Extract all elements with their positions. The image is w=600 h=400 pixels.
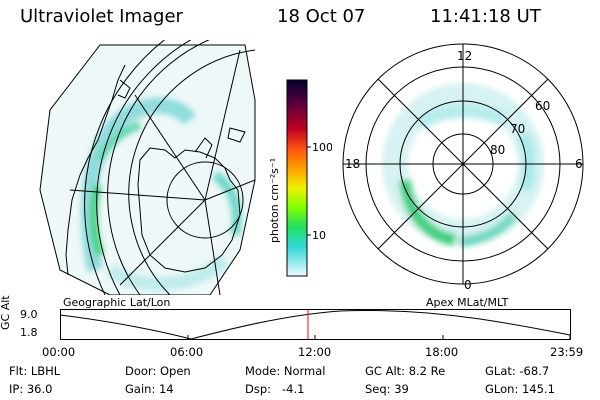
info-value: LBHL <box>30 364 61 378</box>
mlat-label-70: 70 <box>510 122 525 136</box>
info-label: Dsp: <box>245 382 272 396</box>
coastlines <box>65 64 246 276</box>
info-gain: Gain: 14 <box>125 382 174 396</box>
info-label: IP: <box>9 382 24 396</box>
info-value: Open <box>159 364 191 378</box>
time-tick-2359: 23:59 <box>550 345 584 359</box>
colorbar-tick-100: 100 <box>312 141 332 154</box>
info-label: GC Alt: <box>365 364 406 378</box>
info-label: Gain: <box>125 382 156 396</box>
info-label: Seq: <box>365 382 391 396</box>
altitude-axis-label: GC Alt <box>0 295 12 330</box>
mlat-label-60: 60 <box>535 99 550 113</box>
info-gc-alt: GC Alt: 8.2 Re <box>365 364 445 378</box>
polar-grid <box>342 43 584 285</box>
mlt-label-0: 0 <box>464 278 472 292</box>
date-label: 18 Oct 07 <box>277 6 366 27</box>
altitude-tick-min: 1.8 <box>20 326 38 339</box>
info-value: -4.1 <box>282 382 305 396</box>
mlat-label-80: 80 <box>490 143 505 157</box>
time-tick-0600: 06:00 <box>170 345 204 359</box>
info-value: 36.0 <box>26 382 53 396</box>
info-seq: Seq: 39 <box>365 382 409 396</box>
time-tick-1800: 18:00 <box>425 345 459 359</box>
mlt-label-12: 12 <box>457 49 472 63</box>
info-value: 39 <box>394 382 409 396</box>
colorbar-unit-label: photon cm⁻²s⁻¹ <box>268 158 281 243</box>
instrument-title: Ultraviolet Imager <box>20 6 183 27</box>
info-glon: GLon: 145.1 <box>485 382 555 396</box>
geo-grid <box>69 40 256 295</box>
altitude-timeline-plot <box>60 309 571 340</box>
geo-panel-caption: Geographic Lat/Lon <box>63 296 171 309</box>
info-ip: IP: 36.0 <box>9 382 52 396</box>
apex-polar-panel: 12 0 18 6 60 70 80 <box>342 43 584 292</box>
info-dsp: Dsp: -4.1 <box>245 382 304 396</box>
apex-panel-caption: Apex MLat/MLT <box>426 296 509 309</box>
info-label: Door: <box>125 364 157 378</box>
info-value: 145.1 <box>521 382 555 396</box>
info-value: Normal <box>283 364 326 378</box>
info-value: -68.7 <box>519 364 550 378</box>
info-value: 14 <box>158 382 174 396</box>
mlt-label-18: 18 <box>345 157 360 171</box>
mlt-label-6: 6 <box>575 157 583 171</box>
info-filter: Flt: LBHL <box>9 364 60 378</box>
time-tick-0000: 00:00 <box>42 345 76 359</box>
info-glat: GLat: -68.7 <box>485 364 549 378</box>
colorbar-tick-10: 10 <box>312 229 326 242</box>
colorbar: 100 10 photon cm⁻²s⁻¹ <box>268 79 332 277</box>
altitude-tick-max: 9.0 <box>20 308 38 321</box>
info-label: Mode: <box>245 364 281 378</box>
info-label: GLat: <box>485 364 516 378</box>
geographic-map-panel <box>39 40 256 295</box>
info-door: Door: Open <box>125 364 191 378</box>
info-mode: Mode: Normal <box>245 364 325 378</box>
info-label: Flt: <box>9 364 28 378</box>
time-tick-1200: 12:00 <box>298 345 332 359</box>
info-value: 8.2 Re <box>408 364 446 378</box>
info-label: GLon: <box>485 382 519 396</box>
time-label: 11:41:18 UT <box>430 6 541 27</box>
